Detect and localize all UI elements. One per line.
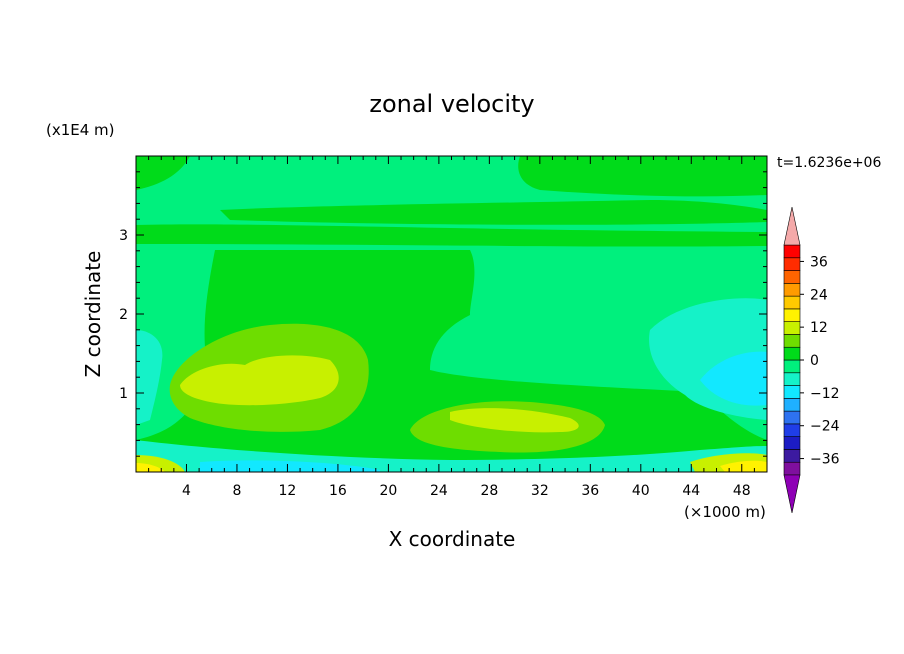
y-tick-label: 3 [119,228,128,244]
colorbar-cell [783,346,801,361]
colorbar-cell [783,308,801,322]
x-tick-label: 12 [279,483,297,499]
contour-mid-band [220,200,767,225]
x-tick-label: 44 [682,483,700,499]
colorbar-cell [783,295,801,310]
colorbar-label: −24 [810,419,840,435]
time-label: t=1.6236e+06 [777,155,881,171]
contour-cyan-bright [700,351,767,406]
contour-yellowgreen-1 [180,355,339,406]
colorbar-cell [783,410,801,425]
x-tick-label: 48 [733,483,751,499]
x-tick-label: 40 [632,483,650,499]
colorbar-cell [783,423,801,437]
y-axis: 1 2 3 [119,171,767,457]
x-axis-unit: (×1000 m) [684,503,766,521]
contour-upper-band [136,156,190,190]
contour-upper-band-2 [518,156,767,197]
colorbar-label: 0 [810,353,819,369]
x-axis: 4 8 12 16 20 24 28 32 36 40 44 48 [148,156,755,499]
x-tick-label: 32 [531,483,549,499]
y-tick-label: 1 [119,386,128,402]
colorbar-label: 12 [810,320,828,336]
x-tick-label: 28 [480,483,498,499]
colorbar-cell [783,359,801,374]
x-tick-label: 36 [581,483,599,499]
chart-title: zonal velocity [369,90,534,118]
colorbar-cell [783,257,801,271]
y-axis-label: Z coordinate [81,251,105,378]
colorbar-label: 36 [810,254,828,270]
contour-yellow-right-2 [720,460,767,472]
colorbar-label: 24 [810,287,828,303]
colorbar-cell [783,461,801,476]
colorbar-cell [783,244,801,259]
contour-cyan-left [136,330,163,425]
x-tick-label: 4 [182,483,191,499]
colorbar-under-arrow [783,474,801,514]
colorbar-cell [783,321,801,335]
colorbar: 36 24 12 0 −12 −24 −36 [783,206,840,514]
colorbar-cell [783,283,801,297]
x-tick-label: 24 [430,483,448,499]
x-axis-label: X coordinate [389,527,516,551]
colorbar-cell [783,385,801,399]
colorbar-cell [783,334,801,348]
y-unit-label: (x1E4 m) [46,121,115,139]
x-tick-label: 20 [379,483,397,499]
colorbar-cell [783,398,801,412]
x-tick-label: 16 [329,483,347,499]
colorbar-label: −36 [810,452,840,468]
x-tick-label: 8 [232,483,241,499]
contour-bottom-cyan [200,460,380,472]
contour-yellow-left-2 [136,463,165,472]
colorbar-cell [783,270,801,284]
colorbar-cell [783,372,801,386]
colorbar-over-arrow [783,206,801,246]
colorbar-cell [783,436,801,450]
colorbar-label: −12 [810,386,840,402]
contour-band-3 [136,224,767,247]
contour-yellowgreen-2 [450,408,579,433]
contour-field [136,156,767,472]
colorbar-cell [783,449,801,463]
y-tick-label: 2 [119,307,128,323]
